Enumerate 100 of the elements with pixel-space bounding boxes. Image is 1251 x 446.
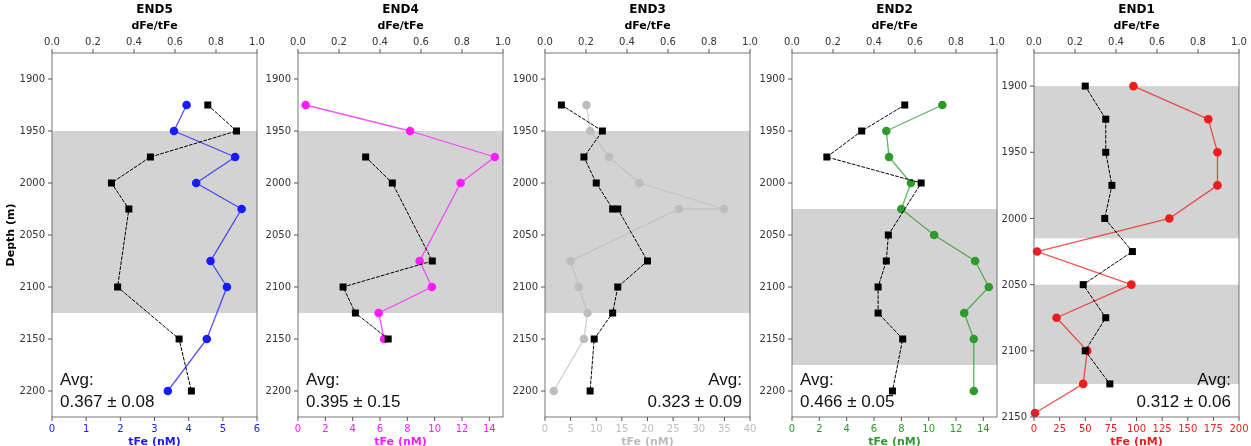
y-tick-label: 2100 [19,281,45,293]
point [169,126,179,136]
x-tick-label: 25 [666,423,680,434]
y-tick-label: 2050 [19,229,45,241]
point [929,230,939,240]
y-tick-label: 1900 [1001,80,1027,92]
annotation: Avg: 0.395 ± 0.15 [306,370,401,411]
x-tick-label: 12 [949,423,963,434]
x-tick-label: 6 [870,423,878,434]
point [301,100,310,110]
chart-title: END3 [629,2,666,16]
point [984,282,994,292]
x2-axis-title: dFe/tFe [624,19,671,32]
y-tick-label: 1950 [265,125,291,137]
annotation: Avg: 0.466 ± 0.05 [800,370,895,411]
y-tick-label: 1950 [1001,146,1027,158]
x2-axis-title: dFe/tFe [871,19,918,32]
x2-tick-label: 0.2 [578,36,594,47]
annotation: Avg: 0.367 ± 0.08 [60,370,155,411]
y-tick-label: 2150 [759,333,785,345]
x-tick-label: 2 [322,423,329,434]
x2-tick-label: 0.0 [290,36,306,47]
x-tick-label: 6 [253,423,261,434]
x2-axis-title: dFe/tFe [1113,19,1160,32]
y-tick-label: 2200 [265,385,291,397]
y-tick-label: 2000 [19,177,45,189]
y-tick-label: 2000 [265,177,291,189]
point [549,386,559,396]
x-tick-label: 50 [1078,423,1092,434]
chart-title: END4 [382,2,419,16]
x2-tick-label: 0.0 [537,36,553,47]
x2-tick-label: 0.2 [331,36,347,47]
x-tick-label: 2 [117,423,124,434]
x2-tick-label: 1.0 [249,36,265,47]
x-axis-title: tFe (nM) [1110,435,1163,446]
x-tick-label: 20 [641,423,654,434]
point [585,126,595,136]
y-tick-label: 1950 [512,125,538,137]
annotation: Avg: 0.312 ± 0.06 [1136,370,1231,411]
x2-tick-label: 0.6 [907,36,923,47]
x-tick-label: 2 [816,423,823,434]
point [1203,114,1213,124]
x2-tick-label: 0.6 [1149,36,1165,47]
x-tick-label: 6 [376,423,384,434]
y-tick-label: 2150 [1001,411,1027,423]
y-tick-label: 1900 [265,73,291,85]
x-tick-label: 0 [48,423,56,434]
point [969,386,979,396]
y-tick-label: 2200 [512,385,538,397]
y-tick-label: 2000 [1001,212,1027,224]
x2-tick-label: 0.8 [454,36,470,47]
point [970,256,980,266]
x2-tick-label: 0.8 [208,36,224,47]
y-tick-label: 2000 [759,177,785,189]
x-tick-label: 14 [482,423,496,434]
x-tick-label: 14 [976,423,990,434]
x2-axis-title: dFe/tFe [377,19,424,32]
point [579,334,589,344]
point [884,152,894,162]
x2-tick-label: 0.8 [701,36,717,47]
x-tick-label: 40 [743,423,757,434]
y-tick-label: 2150 [512,333,538,345]
x-tick-label: 8 [898,423,905,434]
x-tick-label: 175 [1203,423,1223,434]
x-tick-label: 12 [455,423,469,434]
point [1165,214,1174,223]
x-tick-label: 150 [1178,423,1198,434]
y-tick-label: 1950 [759,125,785,137]
x2-tick-label: 0.4 [619,36,635,47]
point [202,334,212,344]
y-tick-label: 2200 [759,385,785,397]
y-axis-title: Depth (m) [4,203,17,267]
x-tick-label: 75 [1104,423,1118,434]
y-tick-label: 2050 [265,229,291,241]
x2-tick-label: 0.4 [1108,36,1124,47]
x-tick-label: 0 [541,423,549,434]
x2-tick-label: 0.4 [866,36,882,47]
x-tick-label: 4 [185,423,192,434]
x2-tick-label: 0.6 [660,36,676,47]
x2-tick-label: 0.2 [825,36,841,47]
x2-tick-label: 1.0 [1231,36,1247,47]
chart-title: END1 [1118,2,1155,16]
x-tick-label: 10 [922,423,936,434]
x-tick-label: 5 [219,423,227,434]
point [582,100,591,110]
point [1213,147,1222,157]
x-axis-title: tFe (nM) [374,435,427,446]
x2-tick-label: 0.2 [85,36,101,47]
x2-tick-label: 0.8 [948,36,964,47]
x-axis-title: tFe (nM) [128,435,181,446]
y-tick-label: 2100 [759,281,785,293]
y-tick-label: 1900 [759,73,785,85]
point [230,152,240,162]
x-tick-label: 200 [1229,423,1249,434]
x-tick-label: 3 [151,423,158,434]
x-tick-label: 0 [294,423,302,434]
point [415,256,424,266]
x-axis-title: tFe (nM) [621,435,674,446]
y-tick-label: 2100 [512,281,538,293]
x-tick-label: 10 [589,423,603,434]
